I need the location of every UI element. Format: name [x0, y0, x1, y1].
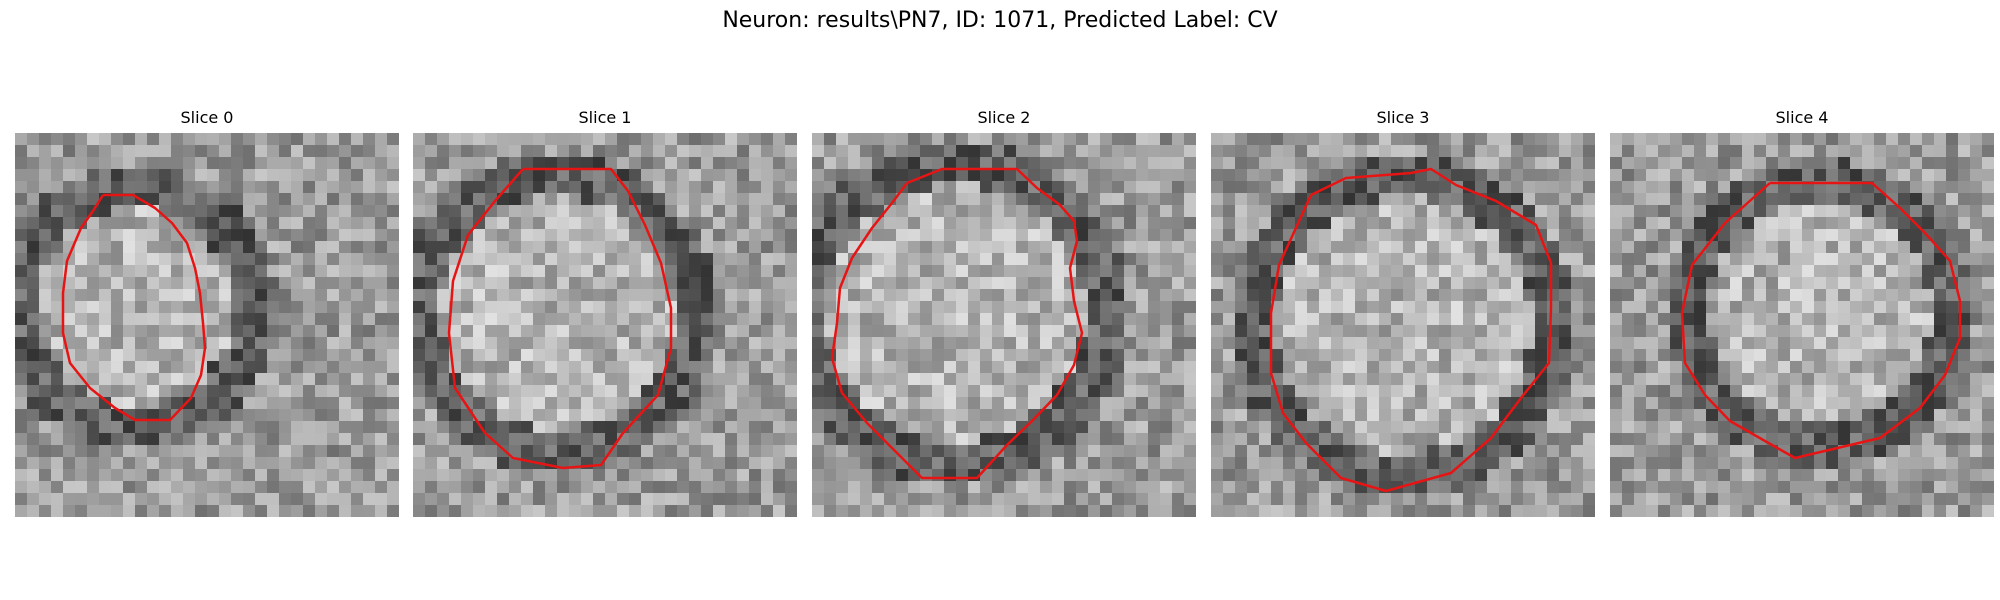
contour-overlay-0	[61, 193, 207, 422]
slice-title-4: Slice 4	[1775, 108, 1829, 127]
slice-image-1	[413, 133, 797, 517]
contour-overlay-1	[447, 167, 673, 470]
slice-panel-1: Slice 1	[413, 108, 797, 524]
contour-overlay-2	[830, 167, 1084, 480]
slice-image-4	[1610, 133, 1994, 517]
contour-line-3	[1269, 167, 1553, 493]
slice-title-1: Slice 1	[578, 108, 632, 127]
slice-title-3: Slice 3	[1376, 108, 1430, 127]
slice-image-3	[1211, 133, 1595, 517]
slice-title-0: Slice 0	[180, 108, 234, 127]
slice-image-2	[812, 133, 1196, 517]
slice-title-2: Slice 2	[977, 108, 1031, 127]
contour-overlay-4	[1680, 181, 1962, 460]
slice-panel-2: Slice 2	[812, 108, 1196, 524]
contour-overlay-3	[1269, 167, 1553, 493]
slice-panel-0: Slice 0	[15, 108, 399, 524]
contour-line-4	[1680, 181, 1962, 460]
slice-image-0	[15, 133, 399, 517]
contour-line-1	[447, 167, 673, 470]
slice-panel-4: Slice 4	[1610, 108, 1994, 524]
contour-line-2	[830, 167, 1084, 480]
figure-title: Neuron: results\PN7, ID: 1071, Predicted…	[722, 8, 1278, 33]
slice-panel-3: Slice 3	[1211, 108, 1595, 524]
contour-line-0	[61, 193, 207, 422]
